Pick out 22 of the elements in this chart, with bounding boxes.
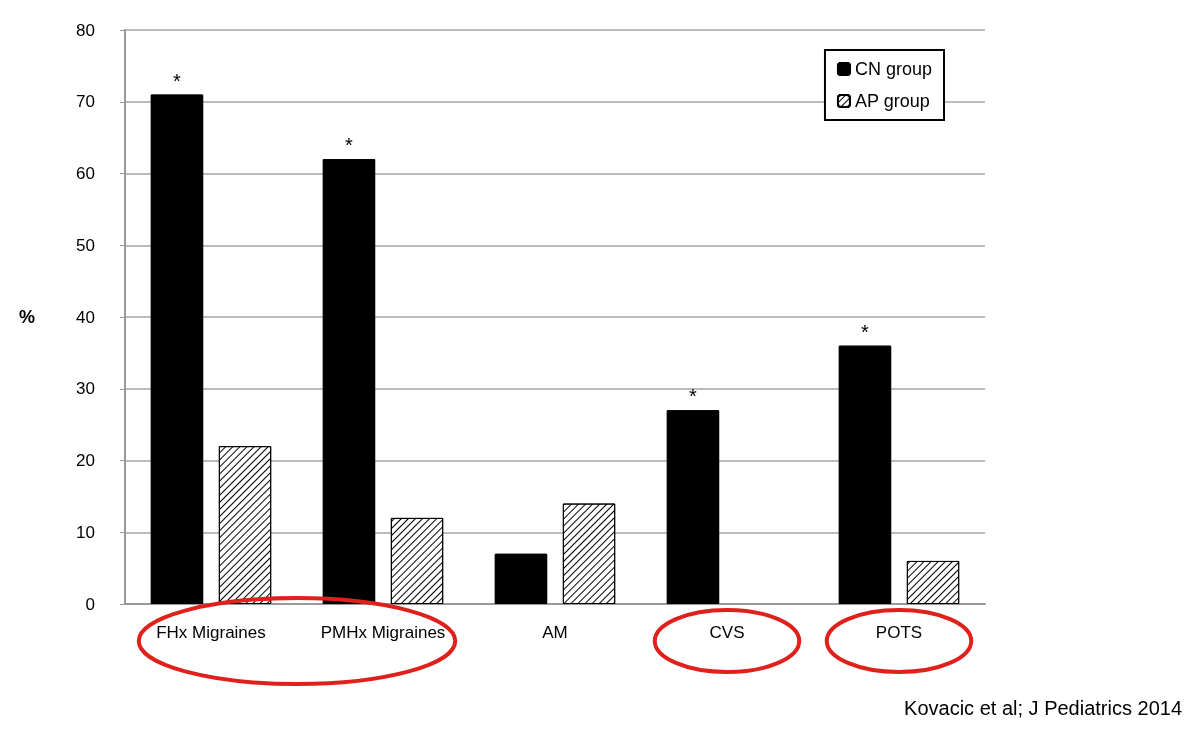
y-tick-label: 50 xyxy=(76,235,95,255)
x-tick-label: AM xyxy=(542,623,568,642)
x-tick-label: POTS xyxy=(875,623,923,642)
x-tick-label: FHx Migraines xyxy=(156,623,266,642)
y-tick-label: 40 xyxy=(76,307,95,327)
legend-label: CN group xyxy=(854,59,933,79)
y-tick-label: 10 xyxy=(76,522,95,542)
data-label: * xyxy=(861,320,870,343)
data-label: * xyxy=(345,134,354,157)
y-tick-label: 60 xyxy=(76,164,95,183)
text: Kovacic et al; J Pediatrics 2014 xyxy=(904,697,1182,719)
data-label: * xyxy=(173,69,182,92)
legend-label: AP group xyxy=(854,91,930,111)
x-tick-label: CVS xyxy=(709,623,745,642)
x-tick-label: PMHx Migraines xyxy=(320,623,446,642)
y-tick-label: 80 xyxy=(76,20,95,40)
y-axis-title: % xyxy=(18,307,35,327)
y-tick-label: 0 xyxy=(85,594,95,614)
data-label: * xyxy=(689,385,698,408)
y-tick-label: 70 xyxy=(76,92,95,112)
y-tick-label: 20 xyxy=(76,451,95,470)
y-tick-label: 30 xyxy=(76,379,95,399)
